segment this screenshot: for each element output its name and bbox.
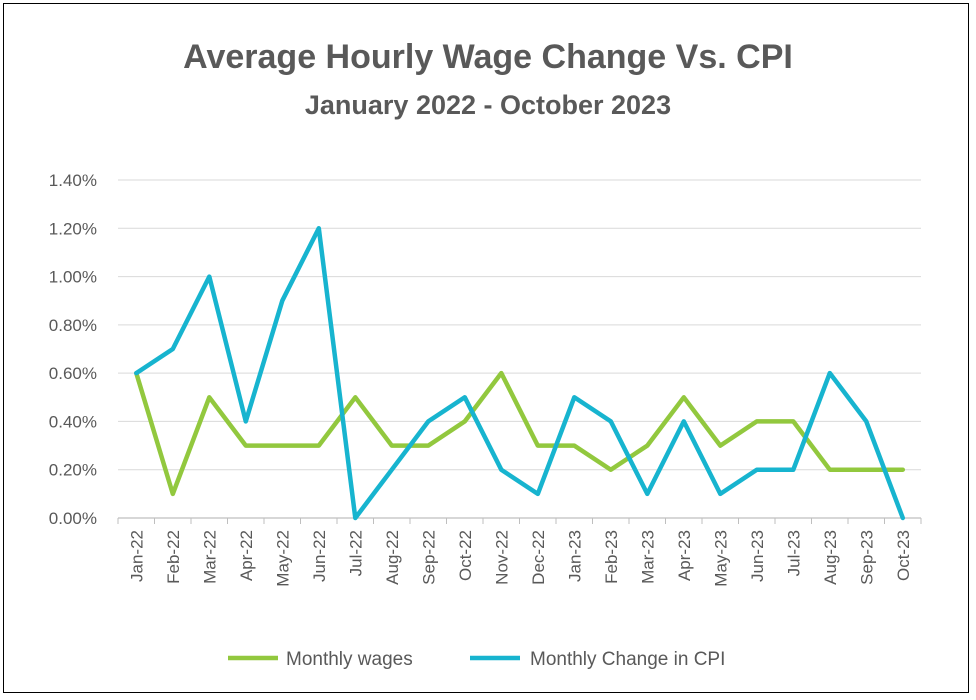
- legend-label: Monthly wages: [286, 649, 413, 670]
- series-lines: [134, 226, 906, 521]
- x-tick-label: May-23: [711, 530, 730, 587]
- y-tick-label: 1.40%: [49, 171, 97, 190]
- series-line-monthly-wages: [134, 370, 906, 497]
- y-tick-label: 0.40%: [49, 412, 97, 431]
- x-tick-label: May-22: [273, 530, 292, 587]
- legend-label: Monthly Change in CPI: [530, 649, 725, 670]
- y-axis-ticks: 0.00% 0.20% 0.40% 0.60% 0.80% 1.00% 1.20% 1.40%: [49, 171, 97, 528]
- y-tick-label: 1.20%: [49, 219, 97, 238]
- legend: Monthly wages Monthly Change in CPI: [228, 649, 725, 670]
- x-tick-label: Oct-23: [894, 530, 913, 581]
- x-tick-label: Aug-23: [821, 530, 840, 585]
- gridlines: [118, 179, 921, 471]
- y-tick-label: 0.60%: [49, 364, 97, 383]
- x-tick-label: Apr-22: [237, 530, 256, 581]
- x-tick-label: Feb-22: [164, 530, 183, 584]
- x-tick-label: Sep-23: [857, 530, 876, 585]
- x-tick-label: Apr-23: [675, 530, 694, 581]
- x-tick-label: Jan-23: [565, 530, 584, 582]
- x-axis: Jan-22 Feb-22 Mar-22 Apr-22 May-22 Jun-22 Jul-…: [117, 517, 922, 587]
- y-tick-label: 0.20%: [49, 461, 97, 480]
- x-tick-label: Sep-22: [419, 530, 438, 585]
- chart-subtitle: January 2022 - October 2023: [304, 90, 672, 120]
- chart-frame: [3, 3, 969, 693]
- x-tick-label: Jun-23: [748, 530, 767, 582]
- x-tick-label: Nov-22: [492, 530, 511, 585]
- y-tick-label: 0.80%: [49, 316, 97, 335]
- x-tick-label: Jul-22: [346, 530, 365, 576]
- x-tick-label: Oct-22: [456, 530, 475, 581]
- x-tick-label: Jun-22: [310, 530, 329, 582]
- y-tick-label: 1.00%: [49, 268, 97, 287]
- x-tick-label: Aug-22: [383, 530, 402, 585]
- x-tick-label: Mar-23: [638, 530, 657, 584]
- x-tick-label: Dec-22: [529, 530, 548, 585]
- y-tick-label: 0.00%: [49, 509, 97, 528]
- x-tick-label: Jan-22: [127, 530, 146, 582]
- x-tick-label: Jul-23: [784, 530, 803, 576]
- x-tick-label: Mar-22: [200, 530, 219, 584]
- x-tick-label: Feb-23: [602, 530, 621, 584]
- chart-title: Average Hourly Wage Change Vs. CPI: [183, 38, 793, 76]
- series-line-monthly-cpi: [134, 226, 906, 521]
